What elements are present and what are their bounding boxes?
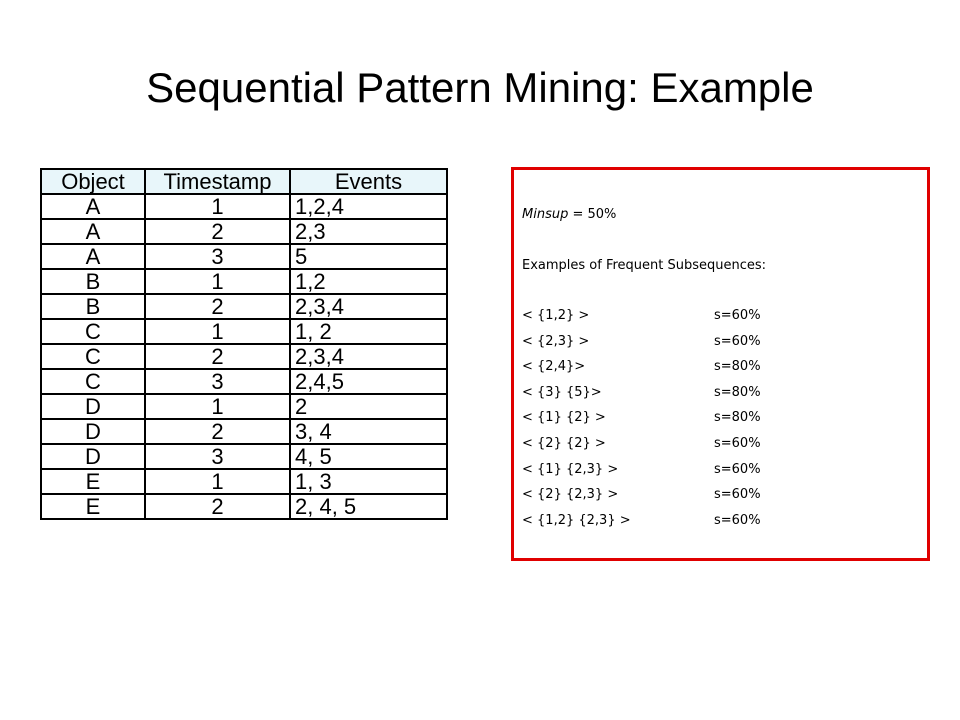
pattern: < {1,2} >: [522, 308, 590, 323]
table-cell: C: [40, 318, 146, 345]
table-row: C 1 1, 2: [40, 318, 448, 345]
info-box: Minsup = 50% Examples of Frequent Subseq…: [511, 167, 930, 561]
table-cell: 2: [289, 393, 448, 420]
table-row: E 1 1, 3: [40, 468, 448, 495]
table-cell: 2: [144, 218, 291, 245]
table-body: A 1 1,2,4 A 2 2,3 A 3 5 B 1 1,2 B 2 2,3,4 C 1 1, 2 C 2 2,3,4…: [40, 193, 448, 520]
table-row: D 3 4, 5: [40, 443, 448, 470]
table-cell: 1: [144, 268, 291, 295]
support: s=60%: [714, 461, 761, 477]
table-cell: 1,2: [289, 268, 448, 295]
support: s=80%: [714, 410, 761, 426]
minsup-label: Minsup: [522, 207, 569, 222]
table-row: E 2 2, 4, 5: [40, 493, 448, 520]
table-cell: 3, 4: [289, 418, 448, 445]
table-row: A 2 2,3: [40, 218, 448, 245]
table-cell: 2: [144, 493, 291, 520]
table-cell: A: [40, 218, 146, 245]
table-row: B 2 2,3,4: [40, 293, 448, 320]
pattern: < {2} {2,3} >: [522, 487, 619, 503]
table-cell: 2,4,5: [289, 368, 448, 395]
pattern: < {2} {2} >: [522, 436, 606, 451]
table-cell: 2: [144, 343, 291, 370]
table-cell: E: [40, 493, 146, 520]
table-cell: 2: [144, 293, 291, 320]
heading: Examples of Frequent Subsequences:: [522, 258, 767, 273]
table-cell: 3: [144, 243, 291, 270]
minsup-line: Minsup = 50%: [522, 207, 616, 222]
pattern: < {1,2} {2,3} >: [522, 512, 631, 528]
slide-title: Sequential Pattern Mining: Example: [146, 64, 814, 111]
table-cell: 1,2,4: [289, 193, 448, 220]
pattern: < {3} {5}>: [522, 384, 602, 400]
table-cell: 1: [144, 393, 291, 420]
pattern: < {2,3} >: [522, 333, 590, 349]
pattern: < {1} {2} >: [522, 410, 606, 426]
pattern: < {1} {2,3} >: [522, 461, 619, 477]
table-cell: 1, 3: [289, 468, 448, 495]
table-cell: 2,3,4: [289, 293, 448, 320]
header-row: Object Timestamp Events: [40, 168, 448, 195]
table-cell: B: [40, 268, 146, 295]
table-cell: 1: [144, 318, 291, 345]
support: s=60%: [714, 512, 761, 528]
table-row: D 2 3, 4: [40, 418, 448, 445]
table-cell: 3: [144, 443, 291, 470]
table-cell: 2,3,4: [289, 343, 448, 370]
header-cell: Events: [289, 168, 448, 195]
data-table: Object Timestamp Events A 1 1,2,4 A 2 2,3 A 3 5 B 1 1…: [40, 168, 448, 520]
header-cell: Timestamp: [144, 168, 291, 195]
table-cell: 5: [289, 243, 448, 270]
table-row: A 1 1,2,4: [40, 193, 448, 220]
support: s=80%: [714, 384, 761, 400]
support: s=60%: [714, 487, 761, 503]
table-cell: 1, 2: [289, 318, 448, 345]
table-cell: 2, 4, 5: [289, 493, 448, 520]
table-cell: C: [40, 343, 146, 370]
table-row: C 2 2,3,4: [40, 343, 448, 370]
table-cell: B: [40, 293, 146, 320]
table-cell: 4, 5: [289, 443, 448, 470]
table-cell: 2,3: [289, 218, 448, 245]
table-cell: 2: [144, 418, 291, 445]
pattern: < {2,4}>: [522, 359, 586, 375]
table-cell: 1: [144, 193, 291, 220]
table-cell: E: [40, 468, 146, 495]
support: s=60%: [714, 436, 761, 451]
table-cell: D: [40, 393, 146, 420]
support: s=60%: [714, 333, 761, 349]
table-cell: D: [40, 443, 146, 470]
table-cell: D: [40, 418, 146, 445]
header-cell: Object: [40, 168, 146, 195]
table-row: C 3 2,4,5: [40, 368, 448, 395]
support: s=60%: [714, 308, 761, 323]
support: s=80%: [714, 359, 761, 375]
table-row: B 1 1,2: [40, 268, 448, 295]
minsup-value: = 50%: [572, 207, 617, 222]
table-cell: 1: [144, 468, 291, 495]
table-cell: 3: [144, 368, 291, 395]
table-cell: A: [40, 243, 146, 270]
table-cell: C: [40, 368, 146, 395]
table-cell: A: [40, 193, 146, 220]
